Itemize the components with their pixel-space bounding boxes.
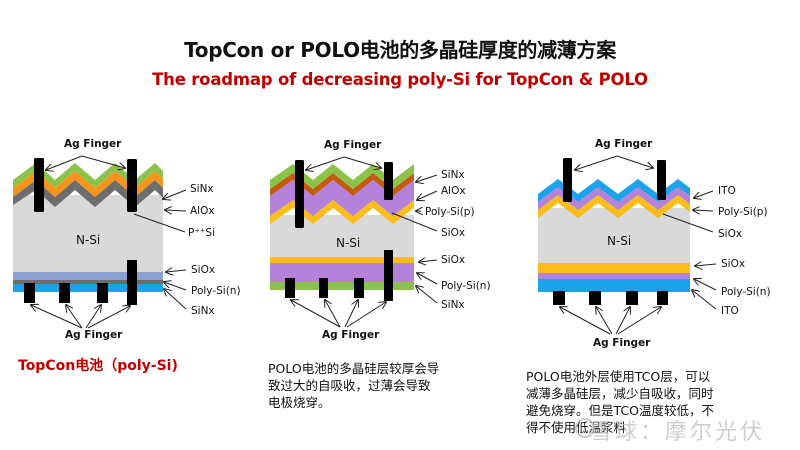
polo-tco-note: POLO电池外层使用TCO层，可以 减薄多晶硅层，减少自吸收，同时 避免烧穿。但…	[526, 368, 736, 436]
ag-finger-rear-4	[657, 291, 668, 305]
poly-si-p-layer	[538, 187, 690, 210]
label-sinx-rear: SiNx	[441, 299, 465, 311]
ag-finger-rear-1	[24, 283, 35, 303]
ag-finger-rear-1	[285, 278, 295, 298]
polo-note-line-3: 电极烧穿。	[268, 395, 331, 410]
ito-rear-layer	[538, 279, 690, 292]
polo-note: POLO电池的多晶硅层较厚会导 致过大的自吸收，过薄会导致 电极烧穿。	[268, 360, 493, 411]
watermark: 雪球：摩尔光伏	[590, 420, 766, 445]
ag-finger-front-1	[563, 158, 572, 202]
label-alox-front: AlOx	[190, 205, 215, 217]
ag-finger-bottom-label: Ag Finger	[593, 337, 651, 349]
ag-finger-rear-3	[354, 278, 364, 298]
siox-rear-layer	[13, 272, 163, 280]
ag-finger-rear-4	[127, 260, 137, 305]
poly-si-n-layer	[538, 273, 690, 279]
label-alox-front: AlOx	[441, 185, 466, 197]
alox-layer	[13, 171, 163, 197]
label-poly-si-n-rear: Poly-Si(n)	[441, 280, 491, 292]
siox-front-layer	[270, 200, 414, 224]
poly-si-n-layer	[270, 263, 414, 282]
watermark-logo-icon	[575, 418, 595, 438]
ag-finger-rear-2	[589, 291, 601, 305]
ag-finger-rear-2	[59, 283, 70, 303]
siox-front-layer	[538, 195, 690, 218]
diagram-polo-tco: N-Si Ag Finger ITO Poly-Si(p) SiOx SiOx …	[538, 138, 771, 349]
n-si-label: N-Si	[607, 234, 631, 248]
siox-rear-layer	[270, 257, 414, 263]
ag-finger-front-1	[34, 158, 44, 212]
label-poly-si-n-rear: Poly-Si(n)	[721, 286, 771, 298]
ag-finger-bottom-label: Ag Finger	[65, 329, 123, 341]
poly-si-p-layer	[270, 180, 414, 216]
page-subtitle: The roadmap of decreasing poly-Si for To…	[152, 70, 648, 89]
polo-tco-note-line-1: POLO电池外层使用TCO层，可以	[526, 369, 711, 384]
page-title: TopCon or POLO电池的多晶硅厚度的减薄方案	[184, 38, 616, 62]
p-plus-si-layer	[13, 180, 163, 207]
ag-finger-front-1	[295, 160, 304, 228]
label-sinx-front: SiNx	[441, 169, 465, 181]
diagram-topcon: N-Si Ag Finger SiNx AlOx P⁺⁺Si SiOx Poly…	[13, 138, 241, 341]
label-ito-front: ITO	[718, 185, 736, 197]
alox-layer	[270, 173, 414, 196]
polo-tco-note-line-3: 避免烧穿。但是TCO温度较低，不	[526, 403, 714, 418]
ag-finger-rear-3	[97, 283, 108, 303]
label-ito-rear: ITO	[721, 305, 739, 317]
ag-finger-top-label: Ag Finger	[64, 138, 122, 150]
sinx-rear-layer	[270, 282, 414, 290]
ag-finger-top-label: Ag Finger	[324, 139, 382, 151]
ag-finger-front-2	[384, 162, 393, 200]
sinx-rear-layer	[13, 284, 163, 292]
label-siox-rear: SiOx	[441, 254, 465, 266]
ag-finger-rear-3	[626, 291, 638, 305]
label-poly-si-p-front: Poly-Si(p)	[425, 206, 475, 218]
n-si-label: N-Si	[336, 236, 360, 250]
diagram-polo: N-Si Ag Finger SiNx AlOx Poly-Si(p) SiOx…	[270, 139, 491, 341]
label-siox-rear: SiOx	[721, 258, 745, 270]
topcon-caption: TopCon电池（poly-Si)	[18, 358, 178, 374]
ag-finger-rear-4	[384, 250, 393, 301]
ag-finger-top-label: Ag Finger	[595, 138, 653, 150]
label-sinx-front: SiNx	[190, 183, 214, 195]
polo-tco-note-line-2: 减薄多晶硅层，减少自吸收，同时	[526, 386, 714, 401]
label-poly-si-n-rear: Poly-Si(n)	[191, 285, 241, 297]
label-siox-front: SiOx	[718, 228, 742, 240]
label-sinx-rear: SiNx	[191, 305, 215, 317]
label-poly-si-p-front: Poly-Si(p)	[718, 206, 768, 218]
ag-finger-bottom-label: Ag Finger	[322, 329, 380, 341]
n-si-label: N-Si	[76, 233, 100, 247]
ag-finger-rear-2	[319, 278, 328, 298]
ag-finger-front-2	[127, 159, 137, 212]
n-si-bulk	[538, 208, 690, 264]
sinx-layer	[13, 163, 163, 188]
ag-finger-rear-1	[553, 291, 565, 305]
siox-rear-layer	[538, 263, 690, 273]
polo-note-line-2: 致过大的自吸收，过薄会导致	[268, 378, 431, 393]
label-siox-front: SiOx	[441, 227, 465, 239]
label-p-si-front: P⁺⁺Si	[188, 227, 215, 239]
poly-si-n-layer	[13, 280, 163, 284]
polo-note-line-1: POLO电池的多晶硅层较厚会导	[268, 361, 440, 376]
label-siox-rear: SiOx	[191, 264, 215, 276]
ito-front-layer	[538, 179, 690, 202]
ag-finger-front-2	[657, 160, 666, 200]
